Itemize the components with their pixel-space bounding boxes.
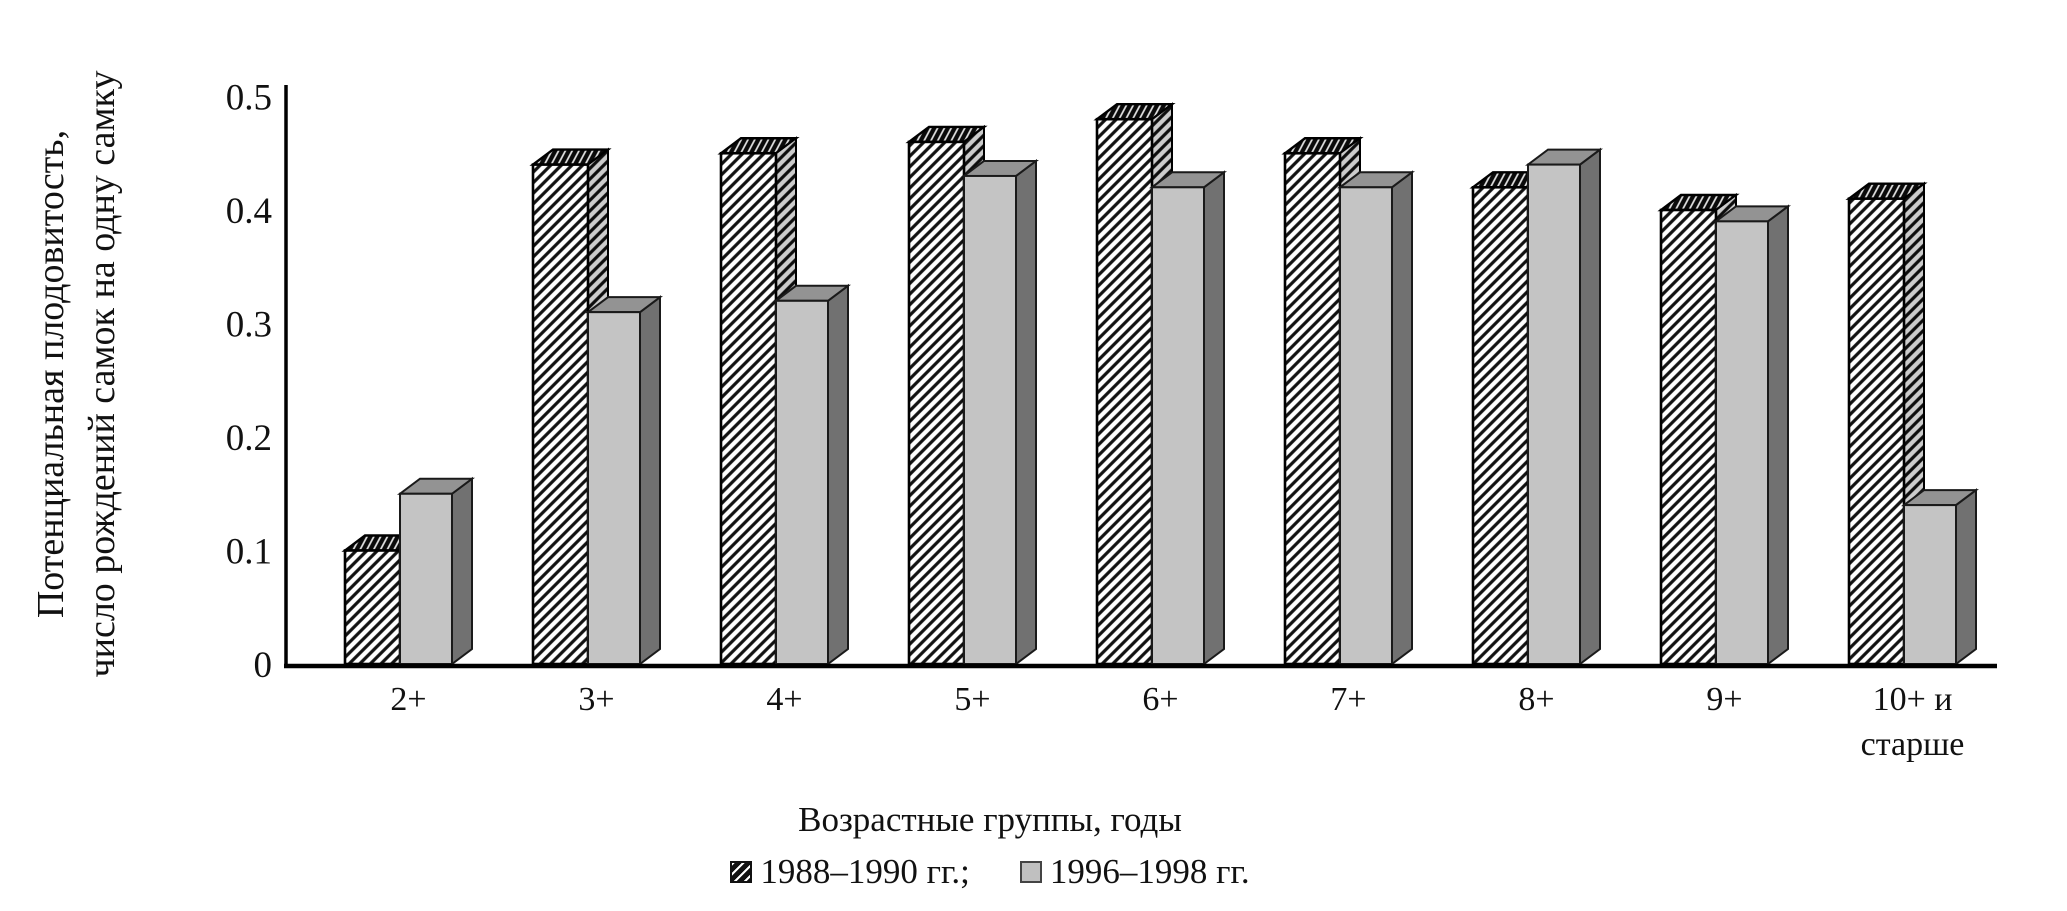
bar-gray-10+ и старше	[1901, 488, 1979, 666]
x-tick-label: 7+	[1330, 681, 1366, 718]
y-tick-label: 0.4	[226, 191, 272, 232]
x-axis-caption: Возрастные группы, годы	[798, 800, 1182, 839]
y-axis-label-line2: число рождений самок на одну самку	[81, 70, 123, 678]
legend-label-1988-1990: 1988–1990 гг.;	[760, 852, 970, 891]
y-axis-label-line1: Потенциальная плодовитость,	[30, 129, 72, 619]
x-tick-label: 10+ и старше	[1861, 681, 1965, 763]
y-tick-label: 0.2	[226, 418, 272, 459]
x-tick-label: 8+	[1518, 681, 1554, 718]
chart-legend: 1988–1990 гг.; 1996–1998 гг.	[0, 852, 1980, 892]
hatched-swatch-icon	[730, 861, 753, 883]
y-tick-label: 0.5	[226, 78, 272, 119]
bar-gray-8+	[1525, 147, 1603, 666]
x-tick-label: 2+	[390, 681, 426, 718]
bars-group	[341, 102, 1979, 666]
gray-swatch-icon	[1019, 861, 1042, 883]
x-tick-label: 9+	[1706, 681, 1742, 718]
x-tick-label: 5+	[954, 681, 990, 718]
legend-item-1996-1998: 1996–1998 гг.	[1019, 852, 1250, 892]
bar-gray-7+	[1337, 170, 1415, 666]
bar-gray-5+	[961, 158, 1039, 666]
y-tick-label: 0.1	[226, 532, 272, 573]
y-tick-label: 0	[254, 645, 273, 686]
bar-gray-6+	[1149, 170, 1227, 666]
legend-item-1988-1990: 1988–1990 гг.;	[730, 852, 970, 892]
bar-gray-4+	[773, 283, 851, 666]
bar-gray-3+	[585, 295, 663, 666]
x-tick-label: 4+	[766, 681, 802, 718]
bar-gray-2+	[397, 476, 475, 666]
x-tick-label: 3+	[578, 681, 614, 718]
legend-label-1996-1998: 1996–1998 гг.	[1049, 852, 1250, 891]
y-tick-label: 0.3	[226, 305, 272, 346]
y-axis-label: Потенциальная плодовитость, число рожден…	[26, 0, 130, 764]
bar-gray-9+	[1713, 204, 1791, 666]
x-tick-label: 6+	[1142, 681, 1178, 718]
